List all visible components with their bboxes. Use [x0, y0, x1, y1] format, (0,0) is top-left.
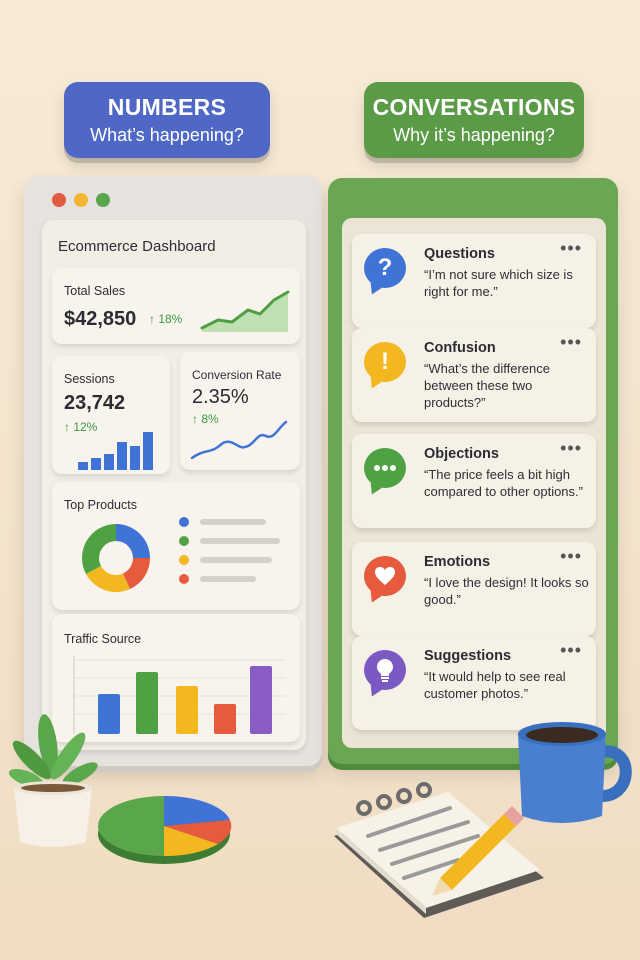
conversations-panel: ? Questions “I’m not sure which size is … — [328, 178, 618, 764]
top-products-legend — [179, 517, 280, 584]
numbers-header: NUMBERS What’s happening? — [64, 82, 270, 158]
total-sales-value: $42,850 — [64, 308, 137, 330]
pie-chart-decoration — [98, 795, 232, 864]
more-options-icon[interactable]: ••• — [560, 640, 582, 660]
conversations-subtitle: Why it’s happening? — [393, 125, 555, 145]
conversion-rate-label: Conversion Rate — [192, 368, 282, 382]
conversation-card-emotions[interactable]: Emotions “I love the design! It looks so… — [352, 542, 596, 636]
conversation-title: Suggestions — [424, 648, 512, 664]
potted-plant-icon — [8, 714, 98, 847]
dashboard-window: Ecommerce Dashboard Total Sales $42,850 … — [24, 176, 322, 766]
top-products-donut-chart — [82, 524, 150, 593]
conversation-title: Questions — [424, 246, 495, 262]
window-close-dot[interactable] — [52, 193, 66, 207]
total-sales-card[interactable]: Total Sales $42,850 ↑ 18% — [52, 268, 300, 344]
window-minimize-dot[interactable] — [74, 193, 88, 207]
conversion-rate-change: ↑ 8% — [192, 412, 219, 426]
traffic-source-label: Traffic Source — [64, 632, 142, 646]
sessions-bar-chart — [78, 432, 153, 470]
sales-trend-sparkline — [200, 290, 290, 332]
more-options-icon[interactable]: ••• — [560, 546, 582, 566]
numbers-title: NUMBERS — [107, 94, 227, 120]
conversation-card-questions[interactable]: ? Questions “I’m not sure which size is … — [352, 234, 596, 328]
numbers-subtitle: What’s happening? — [90, 125, 244, 145]
conversion-line-chart — [190, 420, 288, 460]
conversation-card-objections[interactable]: Objections “The price feels a bit high c… — [352, 434, 596, 528]
conversation-title: Objections — [424, 446, 499, 462]
conversation-title: Emotions — [424, 554, 491, 570]
ecommerce-dashboard: Ecommerce Dashboard Total Sales $42,850 … — [42, 220, 306, 750]
sessions-change: ↑ 12% — [64, 420, 98, 434]
sessions-value: 23,742 — [64, 392, 126, 414]
conversation-quote: “What’s the difference between these two… — [424, 361, 550, 410]
lightbulb-icon — [364, 650, 406, 700]
more-options-icon[interactable]: ••• — [560, 438, 582, 458]
dashboard-title: Ecommerce Dashboard — [58, 238, 216, 255]
conversations-title: CONVERSATIONS — [372, 94, 576, 120]
top-products-label: Top Products — [64, 498, 137, 512]
conversion-rate-value: 2.35% — [192, 386, 249, 408]
ellipsis-chat-icon — [364, 448, 406, 498]
total-sales-label: Total Sales — [64, 284, 126, 298]
top-products-card[interactable]: Top Products — [52, 482, 300, 610]
notepad-pencil-icon — [334, 782, 544, 918]
exclamation-icon: ! — [364, 342, 406, 392]
coffee-mug-icon — [518, 722, 632, 823]
conversation-card-suggestions[interactable]: Suggestions “It would help to see real c… — [352, 636, 596, 730]
heart-icon — [364, 556, 406, 606]
question-mark-icon: ? — [364, 248, 406, 298]
conversation-card-confusion[interactable]: ! Confusion “What’s the difference betwe… — [352, 328, 596, 422]
more-options-icon[interactable]: ••• — [560, 332, 582, 352]
traffic-source-card[interactable]: Traffic Source — [52, 614, 300, 742]
conversion-rate-card[interactable]: Conversion Rate 2.35% ↑ 8% — [180, 352, 300, 470]
conversations-header: CONVERSATIONS Why it’s happening? — [364, 82, 584, 158]
sessions-label: Sessions — [64, 372, 115, 386]
traffic-source-bar-chart — [73, 656, 286, 734]
conversation-quote: “It would help to see real customer phot… — [424, 669, 566, 701]
conversation-quote: “I’m not sure which size is right for me… — [424, 267, 573, 299]
conversation-title: Confusion — [424, 340, 496, 356]
conversation-quote: “I love the design! It looks so good.” — [424, 575, 589, 607]
conversation-quote: “The price feels a bit high compared to … — [424, 467, 583, 499]
conversations-list: ? Questions “I’m not sure which size is … — [342, 218, 606, 748]
total-sales-change: ↑ 18% — [149, 312, 183, 326]
window-maximize-dot[interactable] — [96, 193, 110, 207]
sessions-card[interactable]: Sessions 23,742 ↑ 12% — [52, 356, 170, 474]
more-options-icon[interactable]: ••• — [560, 238, 582, 258]
